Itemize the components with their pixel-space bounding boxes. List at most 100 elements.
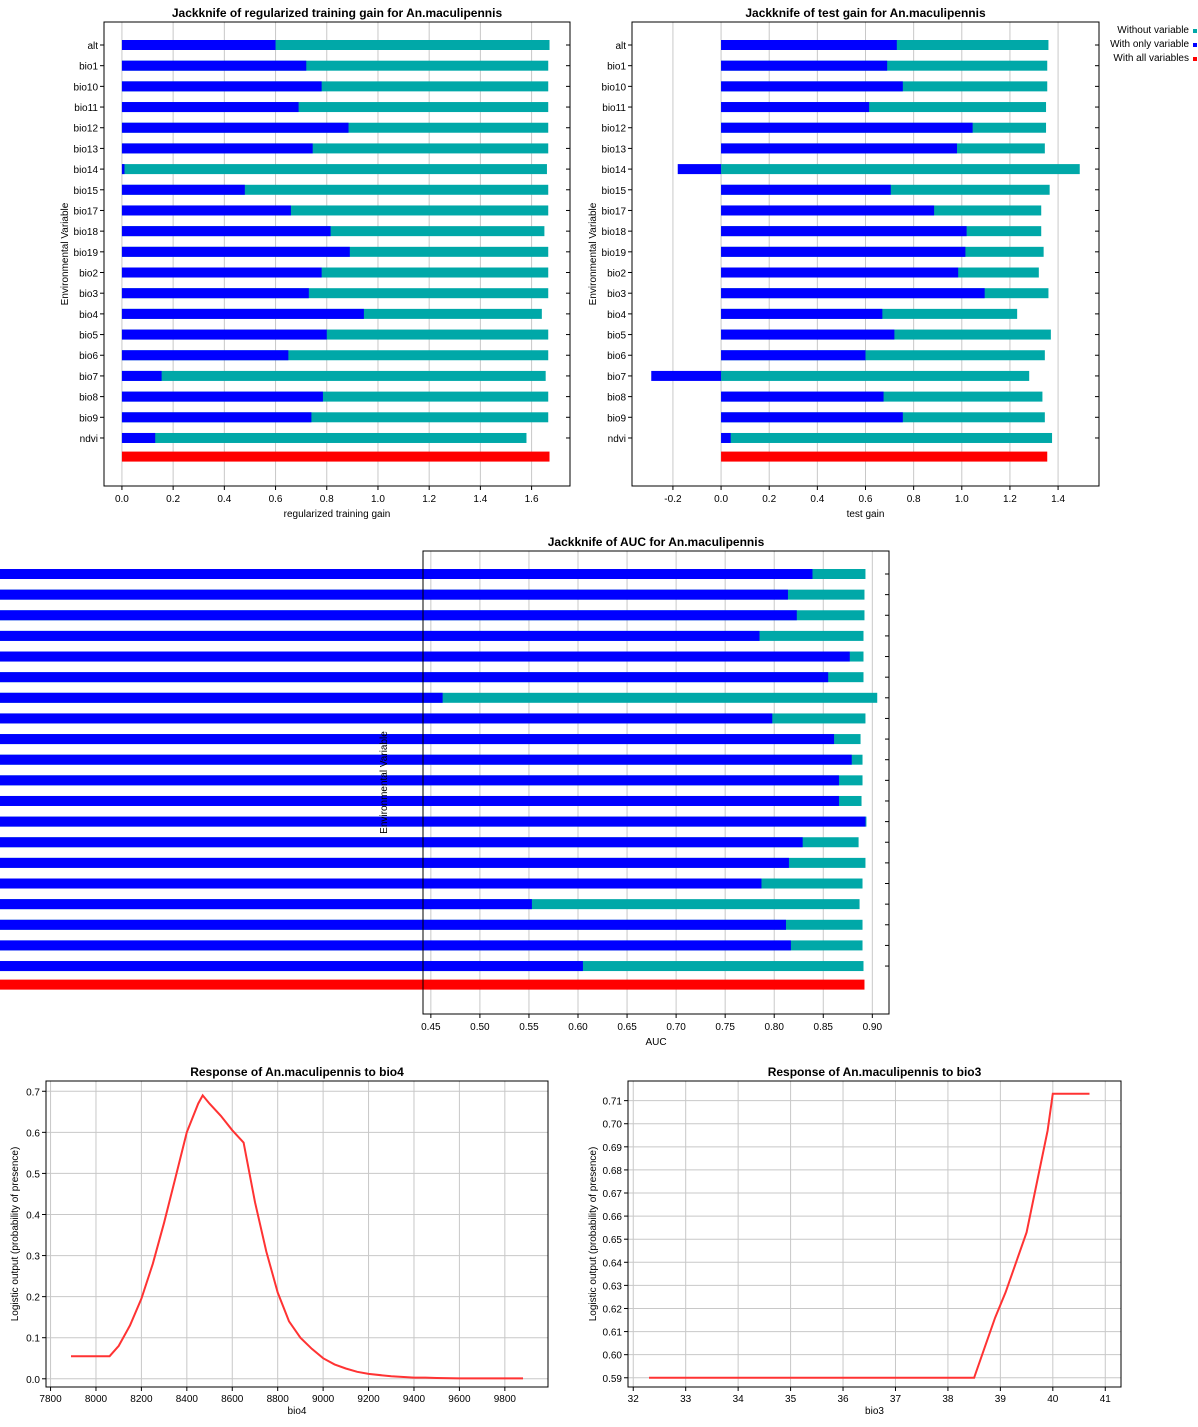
y-tick-label: 0.7 [26,1087,40,1098]
x-tick-label: 8000 [85,1394,108,1405]
bar-with-only-variable [121,40,276,50]
bar-with-only-variable [0,919,786,930]
x-tick-label: 0.8 [907,494,921,505]
y-tick-label: bio13 [602,144,627,155]
bar-with-only-variable [121,60,307,71]
bar-without-variable [121,40,550,50]
bar-with-only-variable [0,878,762,889]
bar-with-all-variables [721,451,1048,462]
bar-without-variable [121,81,549,92]
bar-with-all-variables [121,451,550,462]
bar-without-variable [121,60,549,71]
response-chart-resp_bio4: Response of An.maculipennis to bio4 7800 8… [10,1065,549,1417]
x-tick-label: 1.4 [1051,494,1065,505]
bar-with-only-variable [121,164,125,175]
x-tick-label: 0.85 [814,1022,834,1033]
y-tick-label: bio18 [602,227,627,238]
y-tick-label: bio3 [607,289,626,300]
x-tick-label: 0.8 [320,494,334,505]
x-tick-label: 36 [837,1394,849,1405]
y-tick-label: bio1 [79,62,98,73]
bar-without-variable [121,391,549,402]
y-tick-label: bio13 [74,144,99,155]
plot-frame [45,1080,549,1388]
x-tick-label: 38 [942,1394,954,1405]
y-tick-label: bio7 [607,372,626,383]
y-tick-label: 0.61 [603,1328,623,1339]
y-tick-label: 0.70 [603,1120,623,1131]
x-tick-label: 37 [890,1394,902,1405]
y-tick-label: bio7 [79,372,98,383]
y-tick-label: bio19 [74,248,99,259]
bar-with-only-variable [721,143,957,154]
bar-with-only-variable [721,288,985,299]
bar-with-only-variable [121,370,162,381]
bar-without-variable [121,350,549,361]
x-tick-label: 1.0 [371,494,385,505]
bar-without-variable [721,164,1080,175]
y-tick-label: alt [615,41,626,52]
bar-with-only-variable [0,589,788,600]
y-tick-label: bio10 [74,82,99,93]
x-tick-label: 0.6 [269,494,283,505]
bar-without-variable [121,412,549,423]
x-tick-label: 1.6 [525,494,539,505]
y-tick-label: 0.62 [603,1304,623,1315]
bar-without-variable [121,143,549,154]
x-tick-label: 0.4 [217,494,231,505]
y-tick-label: bio5 [607,331,626,342]
x-tick-label: 8400 [176,1394,199,1405]
x-tick-label: 8200 [130,1394,153,1405]
x-tick-label: 34 [733,1394,745,1405]
y-axis-label: Environmental Variable [60,202,71,305]
x-tick-label: 9600 [448,1394,471,1405]
x-tick-label: 0.6 [859,494,873,505]
bar-with-only-variable [121,226,331,237]
y-tick-label: 0.63 [603,1281,623,1292]
response-curve [71,1093,523,1380]
y-tick-label: bio18 [74,227,99,238]
x-tick-label: 35 [785,1394,797,1405]
bar-with-only-variable [121,288,309,299]
bar-without-variable [121,432,527,443]
y-tick-label: bio8 [607,393,626,404]
bar-with-only-variable [0,713,773,724]
bar-with-only-variable [0,734,835,745]
bar-with-only-variable [721,81,903,92]
y-tick-label: bio8 [79,393,98,404]
legend-item-with-all-variables: With all variables [1080,52,1198,66]
y-tick-label: 0.64 [603,1258,623,1269]
y-tick-label: bio17 [602,206,627,217]
bar-with-only-variable [721,205,935,216]
bar-without-variable [721,370,1030,381]
x-tick-label: 0.2 [762,494,776,505]
y-tick-label: 0.71 [603,1097,623,1108]
chart-title: Jackknife of test gain for An.maculipenn… [745,6,986,20]
x-tick-label: 0.75 [715,1022,735,1033]
x-tick-label: 8800 [267,1394,290,1405]
legend-label: With only variable [1110,39,1189,50]
x-axis-label: bio3 [865,1406,884,1417]
bar-with-only-variable [121,350,289,361]
bar-with-only-variable [121,412,312,423]
bar-without-variable [121,102,549,113]
response-curve [649,1092,1090,1379]
bar-with-only-variable [0,837,803,848]
bar-with-only-variable [0,795,839,806]
bar-without-variable [121,226,545,237]
bar-without-variable [121,267,549,278]
bar-with-only-variable [677,164,722,175]
x-tick-label: 41 [1100,1394,1112,1405]
x-tick-label: 0.90 [863,1022,883,1033]
x-tick-label: 32 [628,1394,640,1405]
bar-with-only-variable [121,184,245,195]
chart-title: Jackknife of AUC for An.maculipennis [548,535,765,549]
legend-item-without-variable: Without variable [1080,24,1198,38]
bar-with-only-variable [121,143,313,154]
y-tick-label: 0.3 [26,1252,40,1263]
x-tick-label: 9200 [357,1394,380,1405]
y-tick-label: 0.1 [26,1334,40,1345]
y-axis-label: Logistic output (probability of presence… [10,1147,21,1322]
x-tick-label: 0.0 [714,494,728,505]
y-tick-label: 0.6 [26,1128,40,1139]
